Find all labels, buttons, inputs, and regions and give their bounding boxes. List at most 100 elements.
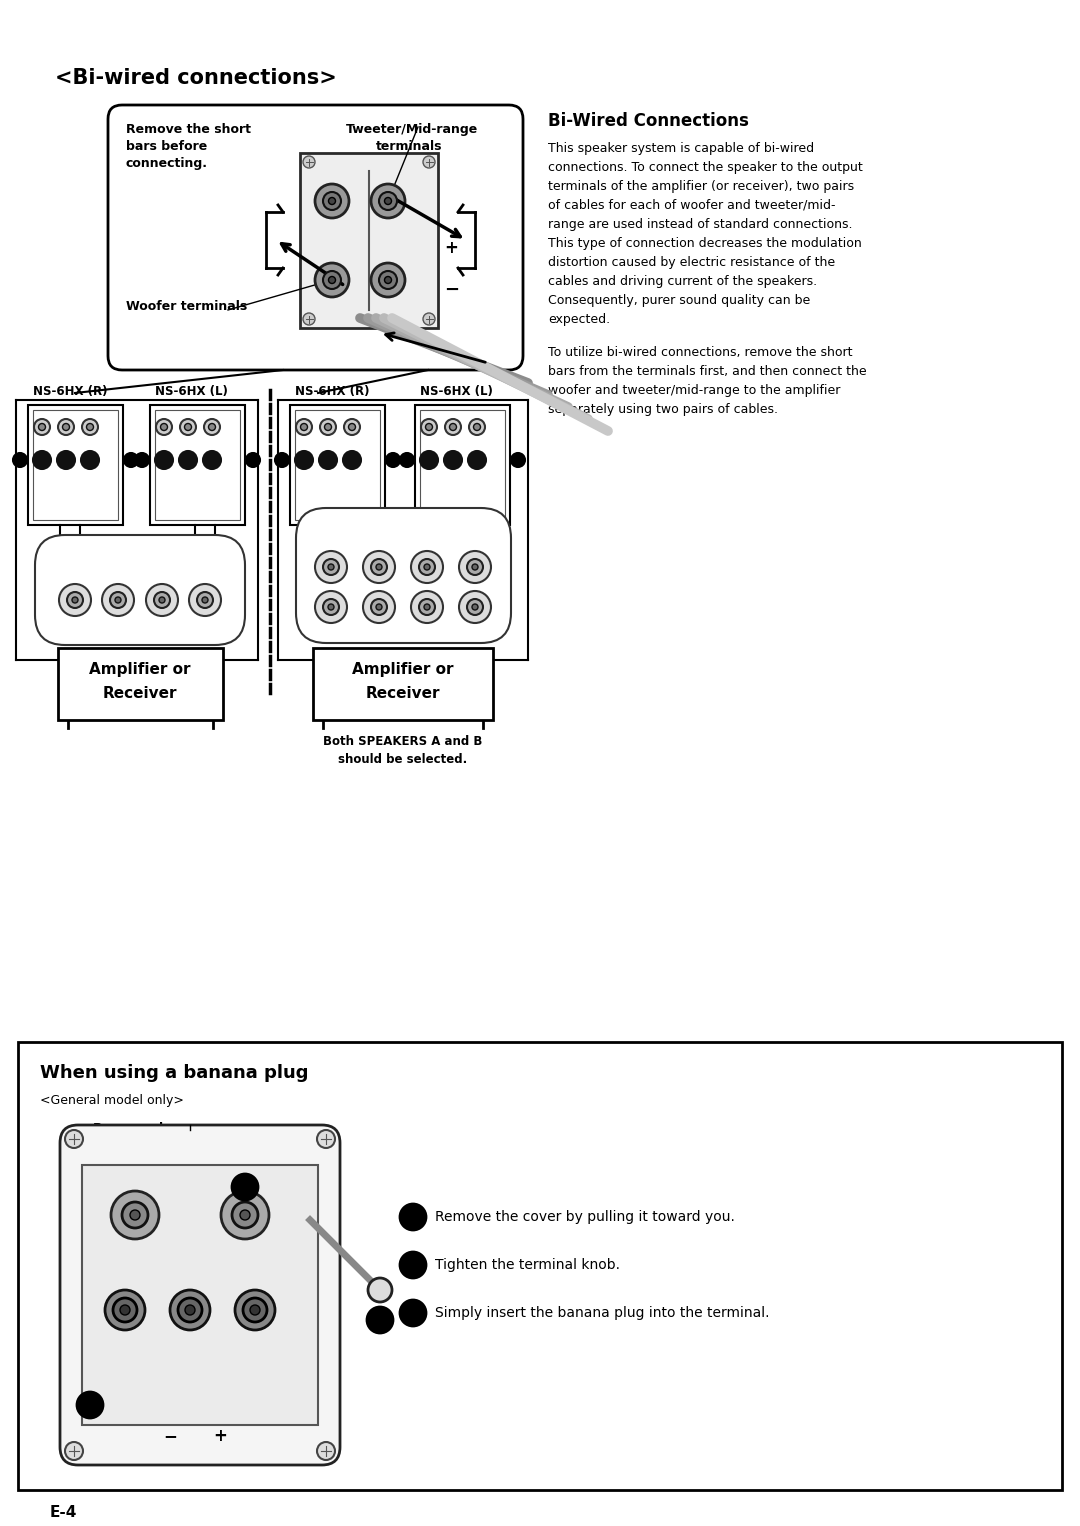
Text: −: − — [444, 281, 459, 299]
Circle shape — [189, 584, 221, 617]
Text: R: R — [327, 546, 335, 557]
Text: woofer and tweeter/mid-range to the amplifier: woofer and tweeter/mid-range to the ampl… — [548, 385, 840, 397]
Text: A: A — [423, 546, 430, 557]
Text: Tighten the terminal knob.: Tighten the terminal knob. — [435, 1257, 620, 1273]
Circle shape — [320, 420, 336, 435]
Circle shape — [372, 600, 387, 615]
Circle shape — [367, 1306, 393, 1334]
Circle shape — [420, 452, 438, 468]
Circle shape — [468, 452, 486, 468]
Circle shape — [303, 156, 315, 168]
Circle shape — [315, 591, 347, 623]
Circle shape — [315, 185, 349, 218]
Circle shape — [114, 597, 121, 603]
Circle shape — [467, 559, 483, 575]
Text: +: + — [213, 1427, 227, 1445]
Circle shape — [82, 420, 98, 435]
Circle shape — [105, 1289, 145, 1331]
FancyBboxPatch shape — [35, 536, 245, 645]
Text: 2: 2 — [409, 1264, 417, 1273]
Text: −: − — [158, 618, 166, 629]
Circle shape — [400, 1251, 426, 1277]
Circle shape — [146, 584, 178, 617]
Text: When using a banana plug: When using a banana plug — [40, 1064, 309, 1082]
Text: Bi-Wired Connections: Bi-Wired Connections — [548, 111, 748, 130]
Circle shape — [154, 592, 170, 607]
Circle shape — [384, 276, 391, 284]
Circle shape — [411, 591, 443, 623]
Circle shape — [249, 1305, 260, 1315]
Circle shape — [472, 565, 478, 571]
Circle shape — [400, 1204, 426, 1230]
Text: Remove the short: Remove the short — [126, 124, 251, 136]
Text: SPEAKERS: SPEAKERS — [111, 543, 168, 552]
Text: −: − — [113, 618, 122, 629]
Text: <General model only>: <General model only> — [40, 1094, 184, 1106]
Circle shape — [400, 453, 414, 467]
Circle shape — [372, 185, 405, 218]
Text: B: B — [472, 546, 478, 557]
Bar — [291, 404, 384, 525]
Bar — [150, 404, 245, 525]
Circle shape — [243, 1299, 267, 1322]
Text: L: L — [376, 546, 381, 557]
Text: 1: 1 — [376, 1318, 383, 1328]
Circle shape — [33, 420, 50, 435]
Circle shape — [13, 453, 27, 467]
Circle shape — [197, 592, 213, 607]
Circle shape — [363, 591, 395, 623]
Circle shape — [122, 1202, 148, 1228]
Text: should be selected.: should be selected. — [338, 752, 468, 766]
Text: 3: 3 — [241, 1186, 248, 1195]
Circle shape — [423, 313, 435, 325]
Text: SPEAKERS: SPEAKERS — [374, 516, 432, 526]
Circle shape — [65, 1442, 83, 1460]
Text: NS-6HX (R): NS-6HX (R) — [295, 385, 369, 398]
Text: 2: 2 — [86, 1402, 94, 1413]
Text: Simply insert the banana plug into the terminal.: Simply insert the banana plug into the t… — [435, 1306, 769, 1320]
Text: Banana plug: Banana plug — [93, 1122, 180, 1135]
Circle shape — [130, 1210, 140, 1219]
Circle shape — [426, 424, 432, 430]
Text: −: − — [163, 1427, 177, 1445]
Circle shape — [318, 1129, 335, 1148]
Circle shape — [295, 452, 313, 468]
Circle shape — [303, 313, 315, 325]
Text: Woofer terminals: Woofer terminals — [126, 301, 247, 313]
Bar — [33, 410, 118, 520]
Text: separately using two pairs of cables.: separately using two pairs of cables. — [548, 403, 778, 417]
Text: Both SPEAKERS A and B: Both SPEAKERS A and B — [323, 736, 483, 748]
Bar — [58, 649, 222, 720]
Circle shape — [511, 453, 525, 467]
Text: NS-6HX (R): NS-6HX (R) — [33, 385, 108, 398]
Circle shape — [376, 565, 382, 571]
Circle shape — [161, 424, 167, 430]
Circle shape — [120, 1305, 130, 1315]
Text: Amplifier or: Amplifier or — [352, 662, 454, 678]
Circle shape — [376, 604, 382, 610]
Text: Receiver: Receiver — [103, 687, 177, 700]
Circle shape — [180, 420, 195, 435]
Circle shape — [203, 452, 221, 468]
FancyBboxPatch shape — [60, 1125, 340, 1465]
Bar — [18, 1042, 1062, 1489]
Circle shape — [323, 192, 341, 211]
Text: To utilize bi-wired connections, remove the short: To utilize bi-wired connections, remove … — [548, 346, 852, 359]
Circle shape — [419, 559, 435, 575]
Text: terminals: terminals — [376, 140, 443, 153]
Circle shape — [349, 424, 355, 430]
Circle shape — [135, 453, 149, 467]
Circle shape — [110, 592, 126, 607]
Circle shape — [319, 452, 337, 468]
Text: range are used instead of standard connections.: range are used instead of standard conne… — [548, 218, 852, 230]
Circle shape — [424, 565, 430, 571]
Circle shape — [372, 559, 387, 575]
Text: <Bi-wired connections>: <Bi-wired connections> — [55, 69, 337, 89]
Text: L: L — [159, 578, 165, 588]
Text: distortion caused by electric resistance of the: distortion caused by electric resistance… — [548, 256, 835, 269]
Circle shape — [156, 452, 173, 468]
Circle shape — [33, 452, 51, 468]
Circle shape — [296, 420, 312, 435]
Circle shape — [328, 604, 334, 610]
Circle shape — [467, 600, 483, 615]
